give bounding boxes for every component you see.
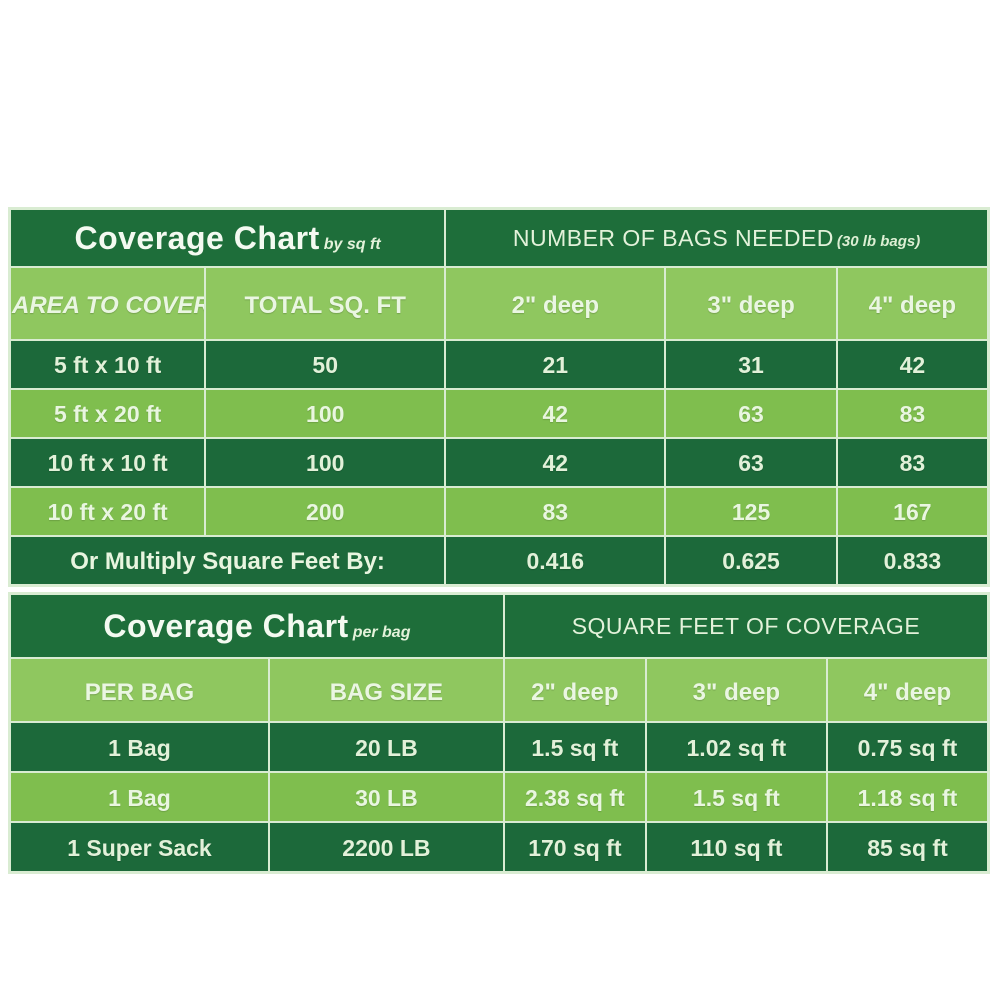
table2-title: Coverage Chart (103, 607, 349, 644)
column-header-4in-deep: 4" deep (825, 657, 990, 723)
table-cell: 83 (835, 437, 990, 488)
table-cell: 125 (664, 486, 838, 537)
table-cell: 85 sq ft (825, 821, 990, 874)
coverage-per-bag-table: Coverage Chart per bag SQUARE FEET OF COV… (8, 592, 990, 874)
table-cell: 31 (664, 339, 838, 390)
table-cell: 83 (444, 486, 667, 537)
table2-right-title-cell: SQUARE FEET OF COVERAGE (502, 592, 990, 659)
table1-title-suffix: by sq ft (323, 235, 381, 253)
column-header-3in-deep: 3" deep (644, 657, 828, 723)
tables-wrapper: Coverage Chart by sq ft NUMBER OF BAGS NE… (8, 207, 990, 874)
column-header-2in-deep: 2" deep (444, 266, 667, 341)
table1-banner-row: Coverage Chart by sq ft NUMBER OF BAGS NE… (8, 207, 990, 268)
table-cell: 1.5 sq ft (502, 721, 647, 773)
table-cell: 167 (835, 486, 990, 537)
table-row: 10 ft x 20 ft 200 83 125 167 (8, 486, 990, 537)
table-row: 1 Super Sack 2200 LB 170 sq ft 110 sq ft… (8, 821, 990, 874)
table-cell: 1 Super Sack (8, 821, 270, 874)
table-cell: 2200 LB (267, 821, 505, 874)
table2-right-title: SQUARE FEET OF COVERAGE (571, 612, 921, 639)
table-cell: 83 (835, 388, 990, 439)
table-cell: 20 LB (267, 721, 505, 773)
table1-right-title-cell: NUMBER OF BAGS NEEDED (30 lb bags) (444, 207, 990, 268)
table-row: 5 ft x 20 ft 100 42 63 83 (8, 388, 990, 439)
table-row: 10 ft x 10 ft 100 42 63 83 (8, 437, 990, 488)
column-header-bag-size: BAG SIZE (267, 657, 505, 723)
table-row: 1 Bag 20 LB 1.5 sq ft 1.02 sq ft 0.75 sq… (8, 721, 990, 773)
table-cell: 42 (444, 437, 667, 488)
table-cell: 0.75 sq ft (825, 721, 990, 773)
multiplier-2in: 0.416 (444, 535, 667, 587)
column-header-total-sq-ft: TOTAL SQ. FT (204, 266, 447, 341)
table2-column-header-row: PER BAG BAG SIZE 2" deep 3" deep 4" deep (8, 657, 990, 723)
table-cell: 2.38 sq ft (502, 771, 647, 823)
multiplier-3in: 0.625 (664, 535, 838, 587)
table2-title-suffix: per bag (352, 623, 411, 641)
table-cell: 100 (204, 388, 447, 439)
table-cell: 1.18 sq ft (825, 771, 990, 823)
table-cell: 63 (664, 437, 838, 488)
table-cell: 5 ft x 10 ft (8, 339, 207, 390)
table-cell: 200 (204, 486, 447, 537)
multiplier-4in: 0.833 (835, 535, 990, 587)
table1-right-title-suffix: (30 lb bags) (836, 232, 921, 250)
table2-title-cell: Coverage Chart per bag (8, 592, 505, 659)
table1-right-title: NUMBER OF BAGS NEEDED (512, 224, 834, 251)
table-cell: 42 (444, 388, 667, 439)
table-cell: 1.02 sq ft (644, 721, 828, 773)
table-cell: 42 (835, 339, 990, 390)
table-cell: 1.5 sq ft (644, 771, 828, 823)
table-cell: 1 Bag (8, 771, 270, 823)
table-cell: 5 ft x 20 ft (8, 388, 207, 439)
multiplier-label: Or Multiply Square Feet By: (8, 535, 447, 587)
table1-title: Coverage Chart (74, 219, 320, 256)
table-cell: 10 ft x 10 ft (8, 437, 207, 488)
table1-multiplier-row: Or Multiply Square Feet By: 0.416 0.625 … (8, 535, 990, 587)
table-cell: 110 sq ft (644, 821, 828, 874)
table1-title-cell: Coverage Chart by sq ft (8, 207, 447, 268)
table-cell: 1 Bag (8, 721, 270, 773)
table-cell: 10 ft x 20 ft (8, 486, 207, 537)
table1-column-header-row: AREA TO COVER TOTAL SQ. FT 2" deep 3" de… (8, 266, 990, 341)
table-cell: 21 (444, 339, 667, 390)
table-cell: 63 (664, 388, 838, 439)
table-cell: 100 (204, 437, 447, 488)
table2-banner-row: Coverage Chart per bag SQUARE FEET OF COV… (8, 592, 990, 659)
column-header-4in-deep: 4" deep (835, 266, 990, 341)
column-header-3in-deep: 3" deep (664, 266, 838, 341)
table-row: 1 Bag 30 LB 2.38 sq ft 1.5 sq ft 1.18 sq… (8, 771, 990, 823)
coverage-by-sqft-table: Coverage Chart by sq ft NUMBER OF BAGS NE… (8, 207, 990, 587)
column-header-per-bag: PER BAG (8, 657, 270, 723)
column-header-area-to-cover: AREA TO COVER (8, 266, 207, 341)
table-row: 5 ft x 10 ft 50 21 31 42 (8, 339, 990, 390)
table-cell: 50 (204, 339, 447, 390)
table-cell: 30 LB (267, 771, 505, 823)
table-cell: 170 sq ft (502, 821, 647, 874)
column-header-2in-deep: 2" deep (502, 657, 647, 723)
